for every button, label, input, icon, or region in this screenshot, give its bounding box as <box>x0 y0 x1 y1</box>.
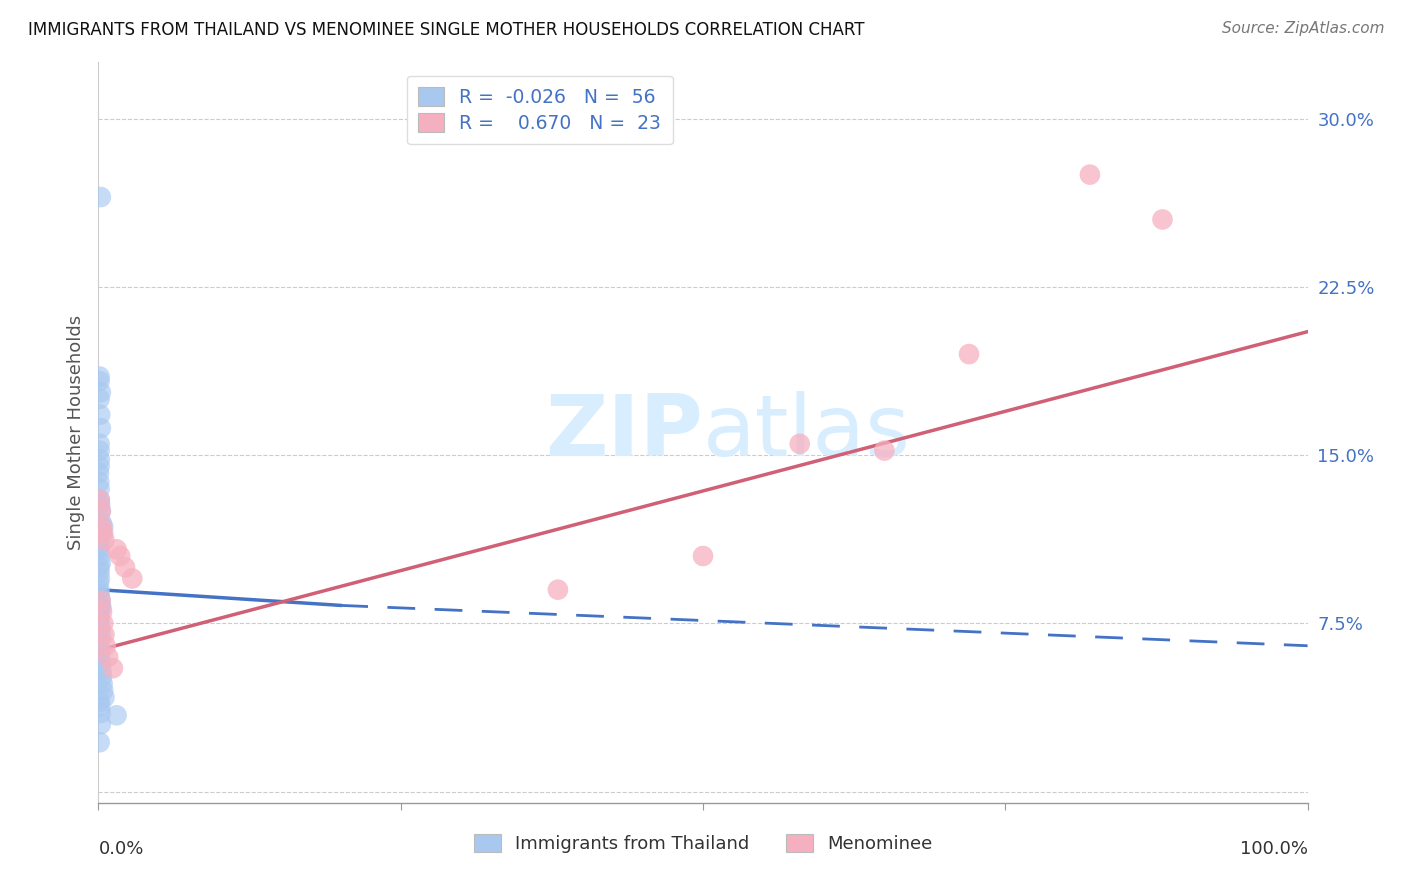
Point <box>91 526 114 541</box>
Text: IMMIGRANTS FROM THAILAND VS MENOMINEE SINGLE MOTHER HOUSEHOLDS CORRELATION CHART: IMMIGRANTS FROM THAILAND VS MENOMINEE SI… <box>28 21 865 39</box>
Point <box>89 369 111 384</box>
Text: ZIP: ZIP <box>546 391 703 475</box>
Point <box>89 582 111 597</box>
Point <box>89 735 111 749</box>
Point <box>89 621 111 635</box>
Point <box>89 639 111 653</box>
Point <box>90 599 112 613</box>
Point <box>873 443 896 458</box>
Point <box>1078 168 1101 182</box>
Point <box>90 706 112 720</box>
Point <box>90 594 112 608</box>
Point <box>105 542 128 557</box>
Point <box>93 533 115 548</box>
Point <box>91 683 114 698</box>
Point <box>89 452 111 467</box>
Point <box>90 717 112 731</box>
Point <box>89 459 111 474</box>
Point <box>90 385 112 400</box>
Point <box>91 616 114 631</box>
Point <box>93 690 115 705</box>
Point <box>90 556 112 570</box>
Point <box>89 492 111 507</box>
Point <box>89 591 111 606</box>
Point <box>97 650 120 665</box>
Point <box>89 560 111 574</box>
Point <box>90 421 112 435</box>
Point <box>91 670 114 684</box>
Point <box>90 190 112 204</box>
Point <box>90 504 112 518</box>
Point <box>89 538 111 552</box>
Point <box>93 627 115 641</box>
Point <box>89 443 111 458</box>
Point <box>89 374 111 388</box>
Point <box>90 627 112 641</box>
Legend: Immigrants from Thailand, Menominee: Immigrants from Thailand, Menominee <box>467 827 939 861</box>
Point <box>89 437 111 451</box>
Point <box>89 609 111 624</box>
Point <box>114 560 136 574</box>
Point <box>547 582 569 597</box>
Point <box>90 657 112 671</box>
Point <box>87 600 110 615</box>
Point <box>87 466 110 480</box>
Point <box>90 600 112 615</box>
Y-axis label: Single Mother Households: Single Mother Households <box>66 315 84 550</box>
Point <box>87 533 110 548</box>
Point <box>87 605 110 619</box>
Point <box>89 614 111 628</box>
Point <box>789 437 811 451</box>
Point <box>89 492 111 507</box>
Text: 0.0%: 0.0% <box>98 840 143 858</box>
Point <box>91 526 114 541</box>
Point <box>89 650 111 665</box>
Point <box>89 699 111 714</box>
Point <box>94 639 117 653</box>
Point <box>89 645 111 659</box>
Point <box>89 695 111 709</box>
Point <box>121 571 143 585</box>
Point <box>91 520 114 534</box>
Point <box>89 542 111 557</box>
Point <box>108 549 131 563</box>
Point <box>90 664 112 678</box>
Point <box>89 571 111 585</box>
Point <box>91 677 114 691</box>
Point <box>90 504 112 518</box>
Point <box>89 408 111 422</box>
Point <box>89 497 111 511</box>
Point <box>1152 212 1174 227</box>
Point <box>101 661 124 675</box>
Point <box>87 576 110 591</box>
Point <box>89 549 111 563</box>
Point <box>105 708 128 723</box>
Point <box>89 482 111 496</box>
Text: atlas: atlas <box>703 391 911 475</box>
Point <box>89 565 111 579</box>
Point <box>89 587 111 601</box>
Point <box>90 516 112 530</box>
Point <box>89 392 111 406</box>
Point <box>91 520 114 534</box>
Point <box>957 347 980 361</box>
Point <box>692 549 714 563</box>
Point <box>87 632 110 646</box>
Text: 100.0%: 100.0% <box>1240 840 1308 858</box>
Point <box>91 605 114 619</box>
Text: Source: ZipAtlas.com: Source: ZipAtlas.com <box>1222 21 1385 37</box>
Point <box>89 475 111 489</box>
